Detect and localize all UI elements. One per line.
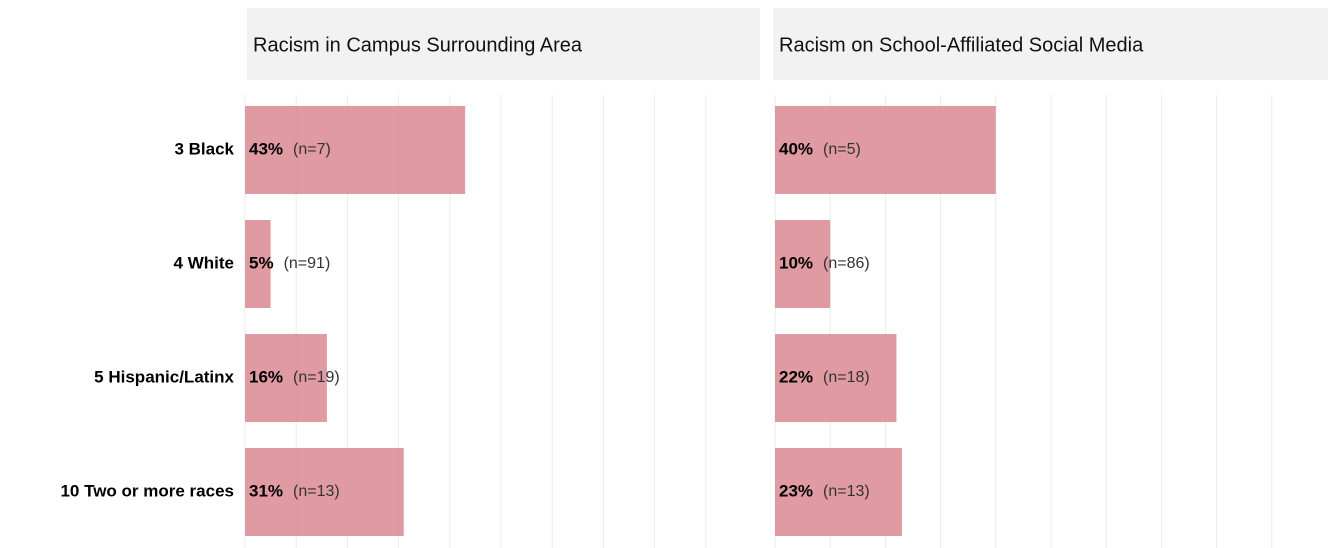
panel-header <box>247 8 760 80</box>
n-label: (n=86) <box>823 255 870 272</box>
category-label: 3 Black <box>174 139 234 158</box>
bar <box>245 334 327 422</box>
n-label: (n=7) <box>293 141 331 158</box>
panel-header <box>773 8 1328 80</box>
value-label: 31% <box>249 481 283 500</box>
bar <box>775 106 996 194</box>
n-label: (n=18) <box>823 369 870 386</box>
n-label: (n=13) <box>823 483 870 500</box>
value-label: 5% <box>249 253 274 272</box>
value-label: 43% <box>249 139 283 158</box>
value-label: 22% <box>779 367 813 386</box>
category-label: 10 Two or more races <box>60 481 234 500</box>
bar <box>775 448 902 536</box>
bar <box>245 106 466 194</box>
value-label: 10% <box>779 253 813 272</box>
panel-title: Racism in Campus Surrounding Area <box>253 34 583 56</box>
n-label: (n=13) <box>293 483 340 500</box>
category-label: 5 Hispanic/Latinx <box>94 367 234 386</box>
bar <box>245 448 404 536</box>
bar <box>775 220 831 308</box>
n-label: (n=91) <box>284 255 331 272</box>
bar <box>775 334 897 422</box>
n-label: (n=19) <box>293 369 340 386</box>
value-label: 40% <box>779 139 813 158</box>
value-label: 16% <box>249 367 283 386</box>
panel-title: Racism on School-Affiliated Social Media <box>779 34 1144 56</box>
category-label: 4 White <box>174 253 234 272</box>
n-label: (n=5) <box>823 141 861 158</box>
bar <box>245 220 271 308</box>
value-label: 23% <box>779 481 813 500</box>
